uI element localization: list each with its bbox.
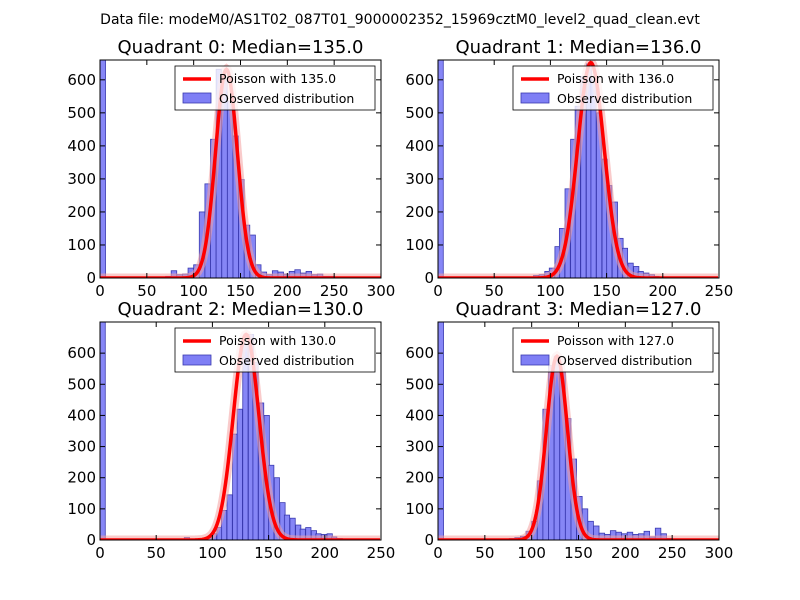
histogram-bar [100, 322, 106, 540]
x-tick-label: 300 [367, 282, 396, 300]
y-tick-label: 600 [405, 344, 434, 362]
histogram-bar [236, 408, 243, 540]
x-tick-label: 150 [226, 282, 255, 300]
legend-line-label: Poisson with 127.0 [557, 333, 674, 348]
axes-frame [99, 321, 382, 541]
x-tick-label: 50 [485, 282, 504, 300]
x-tick-label: 200 [310, 544, 339, 562]
poisson-curve [438, 354, 719, 540]
x-tick-label: 200 [273, 282, 302, 300]
y-tick-label: 0 [86, 531, 96, 549]
legend-bar-swatch [520, 92, 550, 104]
chart-panel-1: Quadrant 1: Median=136.0 0 50 100 150 200 250 0… [405, 37, 733, 300]
histogram-bar [438, 60, 444, 278]
y-tick-label: 400 [67, 406, 96, 424]
legend: Poisson with 130.0 Observed distribution [174, 327, 376, 373]
legend-bar-swatch [182, 354, 212, 366]
x-tick-label: 300 [705, 544, 734, 562]
plot-area [100, 60, 381, 278]
y-tick-label: 300 [405, 438, 434, 456]
x-tick-label: 0 [433, 544, 443, 562]
y-tick-label: 100 [405, 500, 434, 518]
x-tick-label: 250 [658, 544, 687, 562]
chart-panel-3: Quadrant 3: Median=127.0 0 50 100 150 200 250 3… [405, 299, 733, 562]
x-tick-label: 250 [705, 282, 734, 300]
y-tick-label: 100 [405, 236, 434, 254]
x-tick-label: 0 [95, 544, 105, 562]
x-tick-label: 100 [179, 282, 208, 300]
x-tick-label: 250 [367, 544, 396, 562]
panels-group: Quadrant 0: Median=135.0 0 50 100 150 200 250 3… [67, 37, 733, 562]
y-tick-label: 100 [67, 500, 96, 518]
x-tick-label: 100 [517, 544, 546, 562]
y-tick-label: 400 [67, 137, 96, 155]
x-tick-label: 50 [137, 282, 156, 300]
legend: Poisson with 127.0 Observed distribution [512, 327, 714, 373]
x-tick-label: 100 [198, 544, 227, 562]
x-tick-label: 150 [592, 282, 621, 300]
legend-line-label: Poisson with 135.0 [219, 71, 336, 86]
y-tick-label: 500 [67, 104, 96, 122]
x-tick-label: 250 [320, 282, 349, 300]
y-tick-label: 400 [405, 406, 434, 424]
x-tick-label: 200 [648, 282, 677, 300]
y-tick-label: 200 [405, 469, 434, 487]
y-tick-label: 100 [67, 236, 96, 254]
chart-panel-0: Quadrant 0: Median=135.0 0 50 100 150 200 250 3… [67, 37, 395, 300]
legend-line-label: Poisson with 136.0 [557, 71, 674, 86]
poisson-curve [100, 66, 381, 278]
legend-bar-swatch [182, 92, 212, 104]
legend-bar-label: Observed distribution [557, 353, 692, 368]
y-tick-label: 300 [405, 170, 434, 188]
panel-title: Quadrant 0: Median=135.0 [118, 37, 364, 58]
y-tick-label: 200 [67, 469, 96, 487]
y-tick-label: 500 [405, 375, 434, 393]
histogram-bar [242, 343, 249, 540]
y-tick-label: 0 [86, 269, 96, 287]
legend-bar-label: Observed distribution [219, 353, 354, 368]
x-tick-label: 150 [564, 544, 593, 562]
histogram-bar [226, 494, 233, 540]
panel-title: Quadrant 2: Median=130.0 [118, 299, 364, 320]
y-tick-label: 300 [67, 170, 96, 188]
legend-line-label: Poisson with 130.0 [219, 333, 336, 348]
legend-bar-label: Observed distribution [557, 91, 692, 106]
chart-panel-2: Quadrant 2: Median=130.0 0 50 100 150 200 250 0… [67, 299, 395, 562]
histogram-bar [438, 322, 444, 540]
x-tick-label: 0 [95, 282, 105, 300]
y-tick-label: 600 [67, 344, 96, 362]
panel-title: Quadrant 3: Median=127.0 [456, 299, 702, 320]
x-tick-label: 100 [536, 282, 565, 300]
y-tick-label: 600 [67, 71, 96, 89]
figure-suptitle: Data file: modeM0/AS1T02_087T01_90000023… [100, 12, 700, 28]
y-tick-label: 400 [405, 137, 434, 155]
plot-area [100, 322, 381, 540]
panel-title: Quadrant 1: Median=136.0 [456, 37, 702, 58]
y-tick-label: 0 [424, 269, 434, 287]
y-tick-label: 200 [405, 203, 434, 221]
x-tick-label: 0 [433, 282, 443, 300]
y-tick-label: 600 [405, 71, 434, 89]
y-tick-label: 500 [67, 375, 96, 393]
x-tick-label: 150 [254, 544, 283, 562]
plot-area [438, 322, 719, 540]
y-tick-label: 0 [424, 531, 434, 549]
legend: Poisson with 135.0 Observed distribution [174, 65, 376, 111]
y-tick-label: 300 [67, 438, 96, 456]
y-tick-label: 500 [405, 104, 434, 122]
poisson-curve [438, 60, 719, 278]
plot-area [438, 60, 719, 278]
legend-bar-swatch [520, 354, 550, 366]
y-tick-label: 200 [67, 203, 96, 221]
legend-bar-label: Observed distribution [219, 91, 354, 106]
histogram-bar [100, 60, 106, 278]
axes-frame [437, 59, 720, 279]
x-tick-label: 200 [611, 544, 640, 562]
legend: Poisson with 136.0 Observed distribution [512, 65, 714, 111]
x-tick-label: 50 [475, 544, 494, 562]
x-tick-label: 50 [147, 544, 166, 562]
